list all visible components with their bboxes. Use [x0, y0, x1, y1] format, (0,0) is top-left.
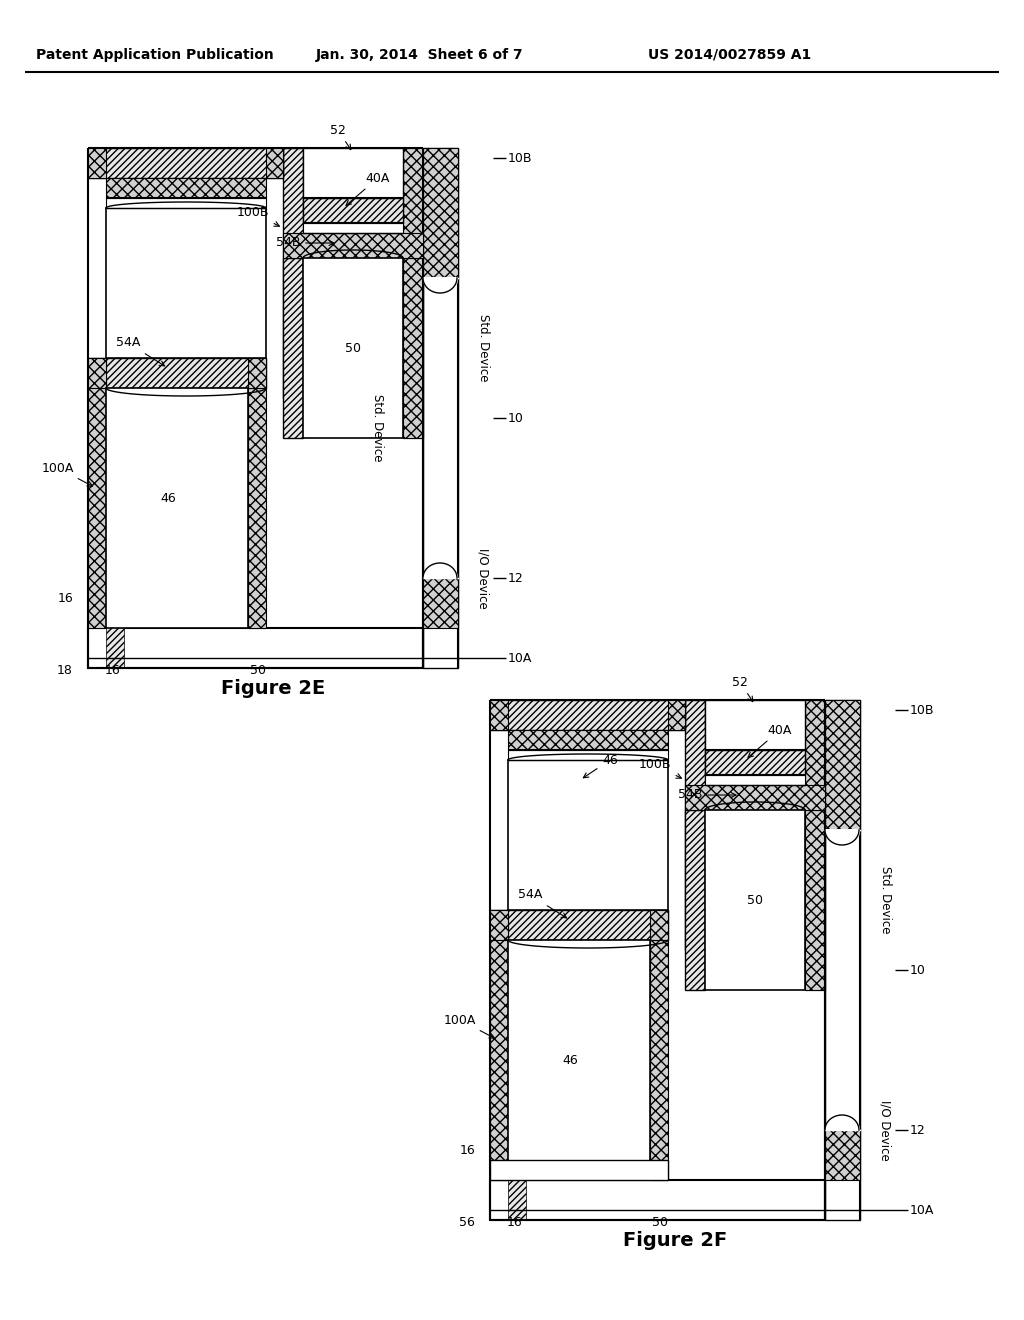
Text: 50: 50: [652, 1216, 668, 1229]
Bar: [106, 388, 248, 628]
Bar: [88, 358, 106, 388]
Bar: [508, 700, 526, 1220]
Text: 16: 16: [57, 591, 73, 605]
Text: 12: 12: [508, 572, 523, 585]
Text: US 2014/0027859 A1: US 2014/0027859 A1: [648, 48, 812, 62]
Bar: [303, 198, 403, 223]
Bar: [248, 388, 266, 628]
Bar: [106, 148, 124, 668]
Bar: [303, 223, 403, 234]
Text: 16: 16: [105, 664, 121, 676]
Bar: [490, 700, 860, 1220]
Bar: [303, 257, 403, 438]
Text: Std. Device: Std. Device: [476, 314, 489, 381]
Text: Std. Device: Std. Device: [879, 866, 892, 933]
Bar: [283, 234, 423, 257]
Bar: [490, 1180, 825, 1220]
Text: 100B: 100B: [237, 206, 280, 226]
Text: 10A: 10A: [508, 652, 532, 664]
Bar: [88, 628, 423, 668]
Text: 10B: 10B: [910, 704, 935, 717]
Bar: [508, 730, 668, 750]
Bar: [106, 198, 266, 209]
Text: 16: 16: [459, 1143, 475, 1156]
Bar: [106, 178, 266, 198]
Bar: [508, 750, 668, 760]
Bar: [490, 1160, 668, 1180]
Text: 12: 12: [910, 1123, 926, 1137]
Bar: [650, 940, 668, 1180]
Text: 54B: 54B: [275, 236, 334, 249]
Text: 46: 46: [562, 1053, 578, 1067]
Bar: [508, 940, 650, 1180]
Bar: [106, 209, 266, 358]
Bar: [805, 810, 825, 990]
Bar: [403, 148, 423, 438]
Text: 40A: 40A: [749, 723, 793, 758]
Bar: [303, 148, 403, 198]
Text: 100A: 100A: [443, 1014, 495, 1038]
Bar: [490, 909, 508, 1180]
Text: 10A: 10A: [910, 1204, 934, 1217]
Bar: [668, 700, 685, 730]
Text: 10B: 10B: [508, 152, 532, 165]
Bar: [423, 578, 458, 628]
Text: 54B: 54B: [678, 788, 736, 801]
Bar: [88, 148, 283, 178]
Bar: [685, 785, 825, 810]
Text: I/O Device: I/O Device: [879, 1100, 892, 1160]
Text: Std. Device: Std. Device: [372, 395, 384, 462]
Text: 54A: 54A: [518, 888, 566, 917]
Bar: [705, 810, 805, 990]
Text: 54A: 54A: [116, 337, 165, 366]
Bar: [490, 909, 668, 940]
Text: 10: 10: [910, 964, 926, 977]
Text: 46: 46: [584, 754, 617, 777]
Text: 52: 52: [330, 124, 351, 149]
Bar: [88, 148, 106, 178]
Text: 40A: 40A: [346, 172, 390, 206]
Bar: [490, 700, 508, 730]
Bar: [805, 700, 825, 990]
Text: 56: 56: [459, 1216, 475, 1229]
Bar: [88, 358, 266, 388]
Bar: [88, 148, 458, 668]
Text: 50: 50: [345, 342, 361, 355]
Text: 100B: 100B: [639, 759, 681, 779]
Bar: [88, 358, 106, 628]
Bar: [423, 148, 458, 668]
Bar: [423, 148, 458, 279]
Bar: [650, 909, 668, 940]
Text: 52: 52: [732, 676, 753, 702]
Text: Figure 2F: Figure 2F: [623, 1230, 727, 1250]
Text: 10: 10: [508, 412, 524, 425]
Bar: [705, 700, 805, 750]
Bar: [825, 700, 860, 1220]
Text: 18: 18: [57, 664, 73, 676]
Text: 50: 50: [746, 894, 763, 907]
Bar: [705, 775, 805, 785]
Bar: [705, 750, 805, 775]
Bar: [490, 700, 685, 730]
Text: Jan. 30, 2014  Sheet 6 of 7: Jan. 30, 2014 Sheet 6 of 7: [316, 48, 524, 62]
Bar: [266, 148, 283, 178]
Bar: [490, 909, 508, 940]
Bar: [685, 810, 705, 990]
Bar: [825, 1130, 860, 1180]
Bar: [283, 148, 303, 399]
Bar: [508, 760, 668, 909]
Bar: [283, 257, 303, 438]
Text: 50: 50: [250, 664, 266, 676]
Text: 100A: 100A: [42, 462, 92, 486]
Text: I/O Device: I/O Device: [476, 548, 489, 609]
Text: Figure 2E: Figure 2E: [221, 678, 326, 697]
Bar: [248, 358, 266, 388]
Text: Patent Application Publication: Patent Application Publication: [36, 48, 273, 62]
Text: 16: 16: [507, 1216, 523, 1229]
Bar: [403, 257, 423, 438]
Bar: [685, 700, 705, 950]
Bar: [825, 700, 860, 830]
Text: 46: 46: [160, 491, 176, 504]
